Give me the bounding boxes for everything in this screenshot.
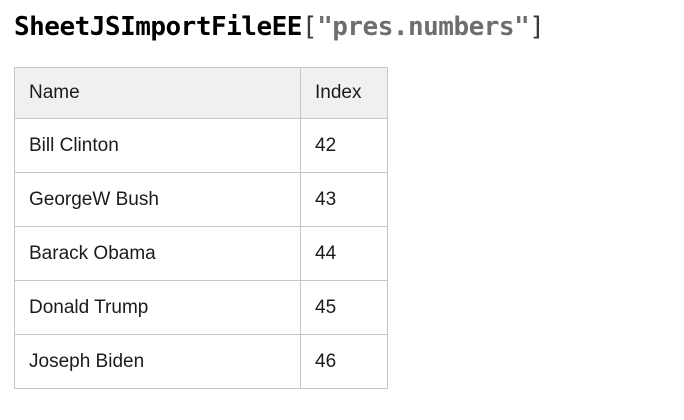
table-row: Bill Clinton 42 [14,118,388,173]
presidents-table: Name Index Bill Clinton 42 GeorgeW Bush … [14,67,388,389]
table-body: Bill Clinton 42 GeorgeW Bush 43 Barack O… [14,118,388,389]
column-header-name: Name [14,67,301,119]
table-row: Barack Obama 44 [14,226,388,281]
table-row: GeorgeW Bush 43 [14,172,388,227]
president-name-cell: Joseph Biden [14,334,301,389]
title-close-bracket: ] [529,12,545,42]
page: SheetJSImportFileEE["pres.numbers"] Name… [14,8,684,389]
title-argument: "pres.numbers" [317,12,530,42]
president-name-cell: Donald Trump [14,280,301,335]
president-index-cell: 44 [300,226,388,281]
president-name-cell: Barack Obama [14,226,301,281]
page-title: SheetJSImportFileEE["pres.numbers"] [14,8,684,46]
president-index-cell: 42 [300,118,388,173]
president-name-cell: GeorgeW Bush [14,172,301,227]
table-row: Joseph Biden 46 [14,334,388,389]
title-object-name: SheetJSImportFileEE [14,12,302,42]
table-header-row: Name Index [14,67,388,119]
president-index-cell: 43 [300,172,388,227]
table-header: Name Index [14,67,388,119]
title-open-bracket: [ [301,12,318,42]
president-index-cell: 45 [300,280,388,335]
table-row: Donald Trump 45 [14,280,388,335]
president-index-cell: 46 [300,334,388,389]
president-name-cell: Bill Clinton [14,118,301,173]
column-header-index: Index [300,67,388,119]
